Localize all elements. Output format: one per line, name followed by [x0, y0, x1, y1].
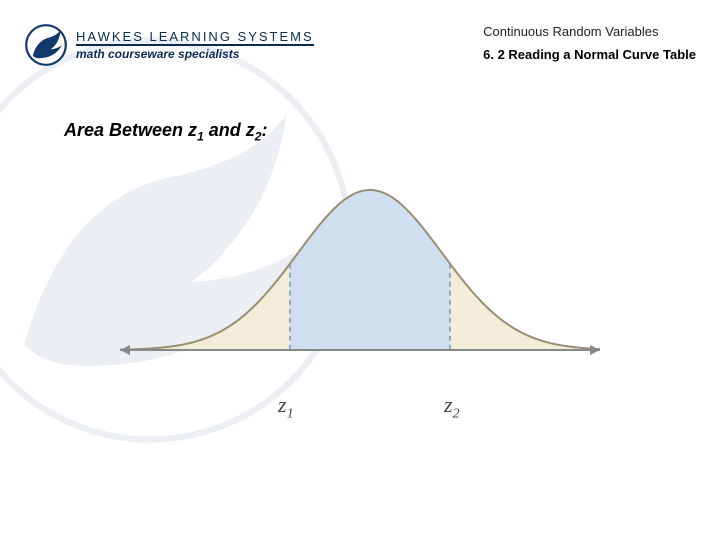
section-text: 6. 2 Reading a Normal Curve Table [483, 47, 696, 62]
brand-line1: HAWKES LEARNING SYSTEMS [76, 29, 314, 44]
header-right: Continuous Random Variables 6. 2 Reading… [483, 24, 696, 62]
normal-curve-figure: z1 z2 [110, 150, 610, 410]
z2-label: z2 [444, 392, 460, 422]
header: HAWKES LEARNING SYSTEMS math courseware … [24, 20, 696, 80]
z1-label: z1 [278, 392, 294, 422]
brand-text: HAWKES LEARNING SYSTEMS math courseware … [76, 29, 314, 61]
content-title: Area Between z1 and z2: [64, 120, 267, 144]
title-suffix: : [261, 120, 267, 140]
brand-block: HAWKES LEARNING SYSTEMS math courseware … [24, 20, 284, 70]
title-sub1: 1 [197, 130, 204, 144]
brand-line2: math courseware specialists [76, 44, 314, 61]
topic-text: Continuous Random Variables [483, 24, 696, 39]
title-mid: and z [204, 120, 255, 140]
slide: HAWKES LEARNING SYSTEMS math courseware … [0, 0, 720, 540]
normal-curve-svg [110, 150, 610, 410]
hawk-logo-icon [24, 23, 68, 67]
title-prefix: Area Between z [64, 120, 197, 140]
